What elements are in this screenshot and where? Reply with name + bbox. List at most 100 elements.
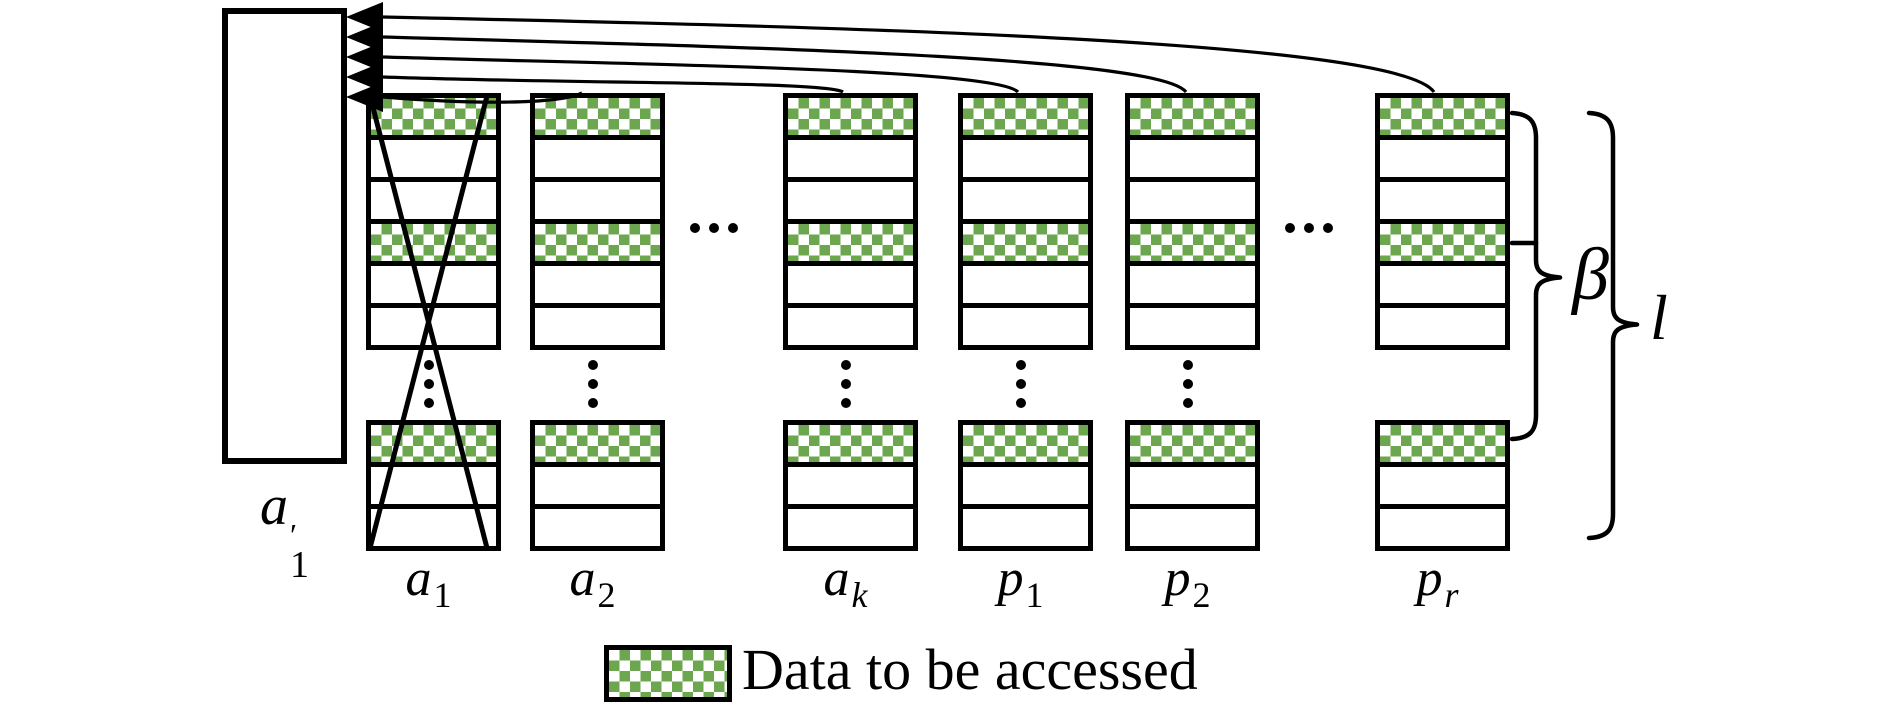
storage-column-pr: pr	[1375, 0, 1510, 708]
column-block	[1375, 93, 1510, 350]
column-block	[958, 93, 1093, 350]
ellipsis-dot	[423, 398, 434, 408]
column-block	[530, 420, 665, 551]
column-label-a2: a2	[530, 550, 655, 615]
data-cell	[371, 504, 496, 546]
prime-mark: ′	[290, 517, 297, 553]
accessed-data-cell	[371, 425, 496, 462]
data-cell	[535, 135, 660, 177]
storage-column-p2: p2	[1125, 0, 1260, 708]
horizontal-ellipsis-p2-pr	[1285, 223, 1333, 233]
ellipsis-dot	[1182, 379, 1193, 389]
column-block	[783, 93, 918, 350]
column-label-base: p	[1416, 550, 1443, 607]
data-cell	[535, 504, 660, 546]
ellipsis-dot	[1323, 223, 1333, 233]
accessed-data-cell	[371, 219, 496, 261]
column-label-subscript: 1	[1025, 575, 1044, 615]
beta-brace	[1509, 110, 1563, 442]
ellipsis-dot	[1015, 360, 1026, 370]
column-block	[958, 420, 1093, 551]
accessed-data-cell	[535, 425, 660, 462]
ellipsis-dot	[587, 360, 598, 370]
data-cell	[963, 504, 1088, 546]
ellipsis-dot	[840, 379, 851, 389]
accessed-data-cell	[535, 98, 660, 135]
data-cell	[963, 177, 1088, 219]
data-cell	[371, 462, 496, 504]
recovered-stack-label: a ′ 1	[222, 474, 347, 584]
data-cell	[963, 261, 1088, 303]
column-label-base: a	[569, 550, 596, 607]
ellipsis-dot	[1285, 223, 1295, 233]
column-label-base: a	[405, 550, 432, 607]
column-label-subscript: 1	[433, 575, 452, 615]
beta-brace-label: β	[1572, 234, 1609, 316]
length-brace-label: l	[1650, 282, 1668, 353]
accessed-data-cell	[788, 98, 913, 135]
vertical-ellipsis	[366, 360, 491, 408]
column-block	[1125, 93, 1260, 350]
data-cell	[963, 135, 1088, 177]
column-block	[783, 420, 918, 551]
data-cell	[1380, 504, 1505, 546]
accessed-data-cell	[963, 98, 1088, 135]
data-cell	[371, 135, 496, 177]
ellipsis-dot	[423, 360, 434, 370]
ellipsis-dot	[423, 379, 434, 389]
ellipsis-dot	[1015, 398, 1026, 408]
data-cell	[788, 303, 913, 345]
column-label-pr: pr	[1375, 550, 1500, 615]
ellipsis-dot	[1182, 360, 1193, 370]
data-cell	[1130, 504, 1255, 546]
column-label-ak: ak	[783, 550, 908, 615]
data-cell	[1380, 177, 1505, 219]
data-cell	[535, 177, 660, 219]
column-block	[366, 420, 501, 551]
length-brace	[1586, 110, 1640, 541]
data-cell	[963, 303, 1088, 345]
column-block	[1125, 420, 1260, 551]
accessed-data-cell	[371, 98, 496, 135]
accessed-data-cell	[788, 425, 913, 462]
accessed-data-cell	[963, 219, 1088, 261]
recovered-stack-box	[222, 8, 347, 464]
data-cell	[788, 177, 913, 219]
accessed-data-cell	[1380, 219, 1505, 261]
vertical-ellipsis	[530, 360, 655, 408]
column-block	[530, 93, 665, 350]
data-cell	[963, 462, 1088, 504]
accessed-data-cell	[1130, 425, 1255, 462]
column-block	[1375, 420, 1510, 551]
accessed-data-cell	[963, 425, 1088, 462]
data-cell	[535, 462, 660, 504]
data-cell	[371, 261, 496, 303]
ellipsis-dot	[728, 223, 738, 233]
stack-label-prime-sub: ′ 1	[290, 517, 309, 584]
data-cell	[1130, 135, 1255, 177]
data-cell	[535, 261, 660, 303]
vertical-ellipsis	[1125, 360, 1250, 408]
column-label-subscript: r	[1444, 575, 1459, 615]
column-block	[366, 93, 501, 350]
column-label-p1: p1	[958, 550, 1083, 615]
storage-column-p1: p1	[958, 0, 1093, 708]
data-cell	[788, 462, 913, 504]
storage-column-a1: a1	[366, 0, 501, 708]
accessed-data-cell	[1130, 219, 1255, 261]
column-label-base: a	[823, 550, 850, 607]
data-cell	[1380, 135, 1505, 177]
data-cell	[371, 177, 496, 219]
column-label-base: p	[1164, 550, 1191, 607]
ellipsis-dot	[840, 360, 851, 370]
data-cell	[1130, 261, 1255, 303]
accessed-data-cell	[535, 219, 660, 261]
column-label-subscript: 2	[1192, 575, 1211, 615]
data-cell	[1130, 462, 1255, 504]
data-cell	[788, 135, 913, 177]
data-cell	[1380, 261, 1505, 303]
ellipsis-dot	[709, 223, 719, 233]
data-cell	[535, 303, 660, 345]
column-label-base: p	[997, 550, 1024, 607]
